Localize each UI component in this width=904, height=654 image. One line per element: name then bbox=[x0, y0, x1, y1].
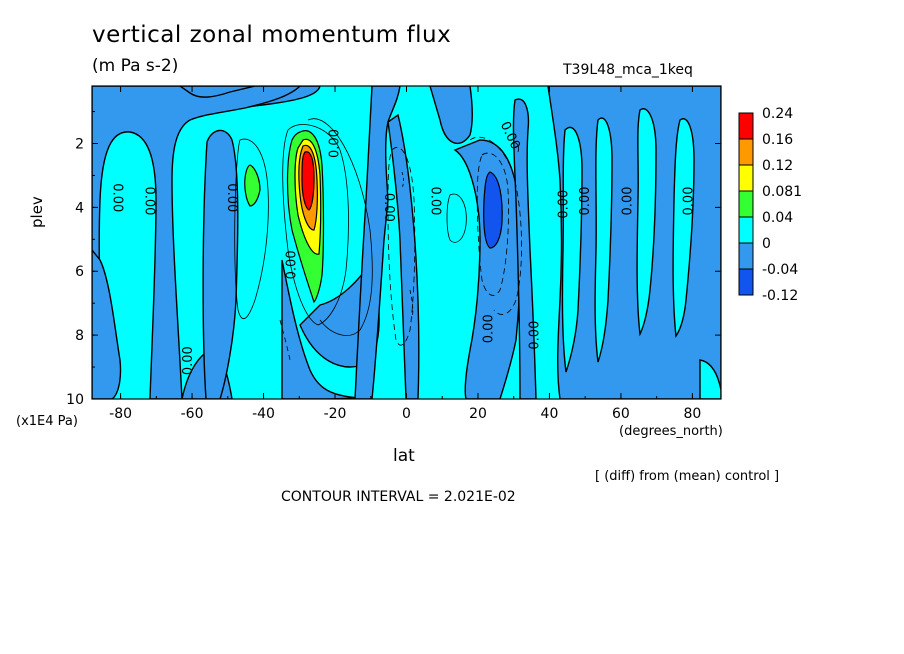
colorbar-swatch bbox=[738, 190, 754, 218]
y-tick-label: 10 bbox=[66, 392, 84, 408]
colorbar-swatch bbox=[738, 138, 754, 166]
colorbar-label: 0.04 bbox=[762, 210, 793, 226]
colorbar-label: 0.16 bbox=[762, 132, 793, 148]
x-tick-label: 0 bbox=[402, 406, 411, 422]
contour-label: 0.00 bbox=[328, 129, 343, 158]
fill-positive-channels bbox=[561, 108, 721, 399]
y-tick-label: 4 bbox=[75, 200, 84, 216]
contour-label: 0.00 bbox=[109, 183, 124, 212]
contour-label: 0.00 bbox=[578, 187, 593, 216]
contour-label: 0.00 bbox=[142, 187, 157, 216]
y-axis: 2 4 6 8 10 bbox=[66, 111, 721, 408]
run-label: T39L48_mca_1keq bbox=[563, 62, 693, 78]
contour-label: 0.00 bbox=[556, 190, 571, 219]
x-tick-label: 60 bbox=[612, 406, 630, 422]
colorbar-label: -0.04 bbox=[762, 262, 798, 278]
x-tick-label: -60 bbox=[181, 406, 204, 422]
x-axis-label: lat bbox=[393, 446, 415, 466]
colorbar-swatch bbox=[738, 216, 754, 244]
contour-label: 0.00 bbox=[528, 321, 543, 350]
x-tick-label: 80 bbox=[683, 406, 701, 422]
x-axis-units: (degrees_north) bbox=[619, 424, 723, 439]
x-tick-label: -20 bbox=[324, 406, 347, 422]
fill-negative bbox=[92, 86, 721, 399]
x-tick-label: -40 bbox=[252, 406, 275, 422]
contour-value-labels: 0.00 0.00 0.00 0.00 0.00 0.00 0.00 0.00 0.00 0.00… bbox=[109, 119, 696, 375]
y-tick-label: 2 bbox=[75, 136, 84, 152]
x-tick-label: -80 bbox=[109, 406, 132, 422]
y-tick-label: 6 bbox=[75, 264, 84, 280]
colorbar-swatch bbox=[738, 242, 754, 270]
colorbar-label: 0.24 bbox=[762, 106, 793, 122]
contour-label: 0.00 bbox=[181, 346, 196, 375]
x-axis: -80 -60 -40 -20 0 20 40 60 80 bbox=[109, 86, 701, 422]
contour-label: 0.00 bbox=[481, 314, 496, 343]
colorbar-swatch bbox=[738, 164, 754, 192]
contour-label: 0.00 bbox=[428, 187, 443, 216]
contour-label: 0.00 bbox=[381, 193, 396, 222]
y-axis-units: (x1E4 Pa) bbox=[16, 414, 78, 429]
fill-positive-core bbox=[244, 130, 325, 304]
colorbar-swatch bbox=[738, 112, 754, 140]
contour-fills bbox=[92, 86, 721, 399]
chart-title: vertical zonal momentum flux bbox=[92, 22, 452, 48]
contour-label: 0.00 bbox=[285, 250, 300, 279]
contour-label: 0.00 bbox=[224, 183, 239, 212]
colorbar-swatch bbox=[738, 268, 754, 296]
colorbar-label: 0.12 bbox=[762, 158, 793, 174]
colorbar: 0.24 0.16 0.12 0.081 0.04 0 -0.04 -0.12 bbox=[738, 106, 802, 304]
y-tick-label: 8 bbox=[75, 328, 84, 344]
fill-strong-negative bbox=[483, 171, 503, 249]
chart-units: (m Pa s-2) bbox=[92, 56, 179, 76]
contour-label: 0.00 bbox=[621, 187, 636, 216]
x-tick-label: 40 bbox=[541, 406, 559, 422]
colorbar-label: 0.081 bbox=[762, 184, 802, 200]
x-tick-label: 20 bbox=[469, 406, 487, 422]
contour-interval: CONTOUR INTERVAL = 2.021E-02 bbox=[281, 489, 516, 505]
contour-label: 0.00 bbox=[681, 187, 696, 216]
colorbar-label: -0.12 bbox=[762, 288, 798, 304]
diff-note: [ (diff) from (mean) control ] bbox=[595, 469, 780, 484]
contour-lines bbox=[234, 118, 522, 361]
colorbar-label: 0 bbox=[762, 236, 771, 252]
